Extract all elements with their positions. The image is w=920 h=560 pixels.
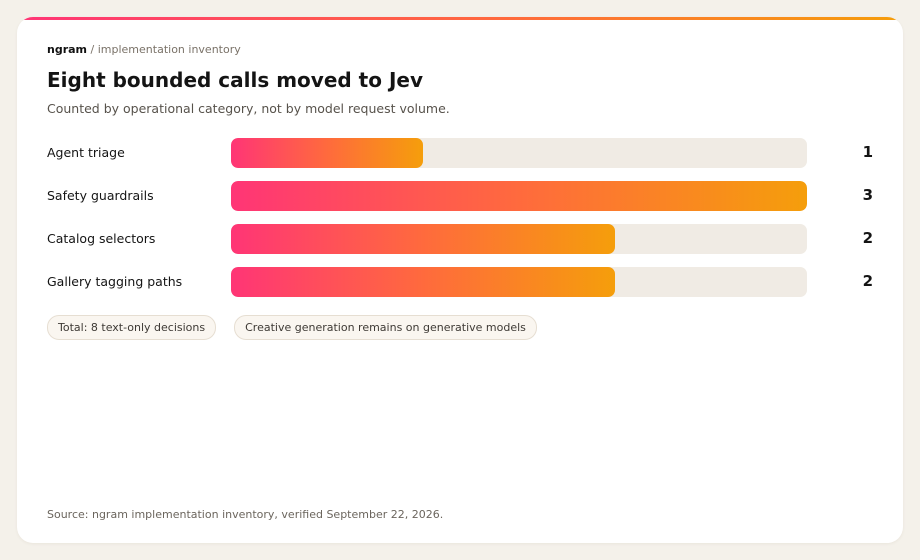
bar-value-label: 2 bbox=[862, 272, 873, 290]
bar bbox=[231, 224, 615, 254]
breadcrumb-brand: ngram bbox=[47, 43, 88, 56]
bar-row: Catalog selectors 2 bbox=[17, 224, 903, 254]
source-note: Source: ngram implementation inventory, … bbox=[47, 508, 444, 521]
bar-track bbox=[231, 138, 807, 168]
accent-strip bbox=[17, 17, 903, 20]
chart-card: ngram / implementation inventory Eight b… bbox=[17, 17, 903, 543]
bar-row: Gallery tagging paths 2 bbox=[17, 267, 903, 297]
bar-row: Safety guardrails 3 bbox=[17, 181, 903, 211]
bar-track bbox=[231, 224, 807, 254]
summary-pills: Total: 8 text-only decisions Creative ge… bbox=[47, 315, 537, 340]
bar-label: Gallery tagging paths bbox=[47, 274, 183, 289]
bar-row: Agent triage 1 bbox=[17, 138, 903, 168]
bar-track bbox=[231, 267, 807, 297]
total-pill: Total: 8 text-only decisions bbox=[47, 315, 217, 340]
breadcrumb: ngram / implementation inventory bbox=[47, 43, 241, 56]
bar-label: Catalog selectors bbox=[47, 231, 156, 246]
bar-value-label: 1 bbox=[862, 143, 873, 161]
bar-value-label: 3 bbox=[862, 186, 873, 204]
bar-value-label: 2 bbox=[862, 229, 873, 247]
bar-label: Safety guardrails bbox=[47, 188, 154, 203]
chart-title: Eight bounded calls moved to Jev bbox=[47, 68, 423, 92]
bar-label: Agent triage bbox=[47, 145, 125, 160]
bar-track bbox=[231, 181, 807, 211]
bar bbox=[231, 181, 807, 211]
bar-chart: Agent triage 1 Safety guardrails 3 Catalog s… bbox=[17, 17, 903, 543]
generation-note-pill: Creative generation remains on generativ… bbox=[234, 315, 537, 340]
breadcrumb-separator: / bbox=[90, 43, 95, 56]
chart-subtitle: Counted by operational category, not by … bbox=[47, 101, 450, 116]
bar bbox=[231, 138, 423, 168]
breadcrumb-section: implementation inventory bbox=[97, 43, 241, 56]
bar bbox=[231, 267, 615, 297]
